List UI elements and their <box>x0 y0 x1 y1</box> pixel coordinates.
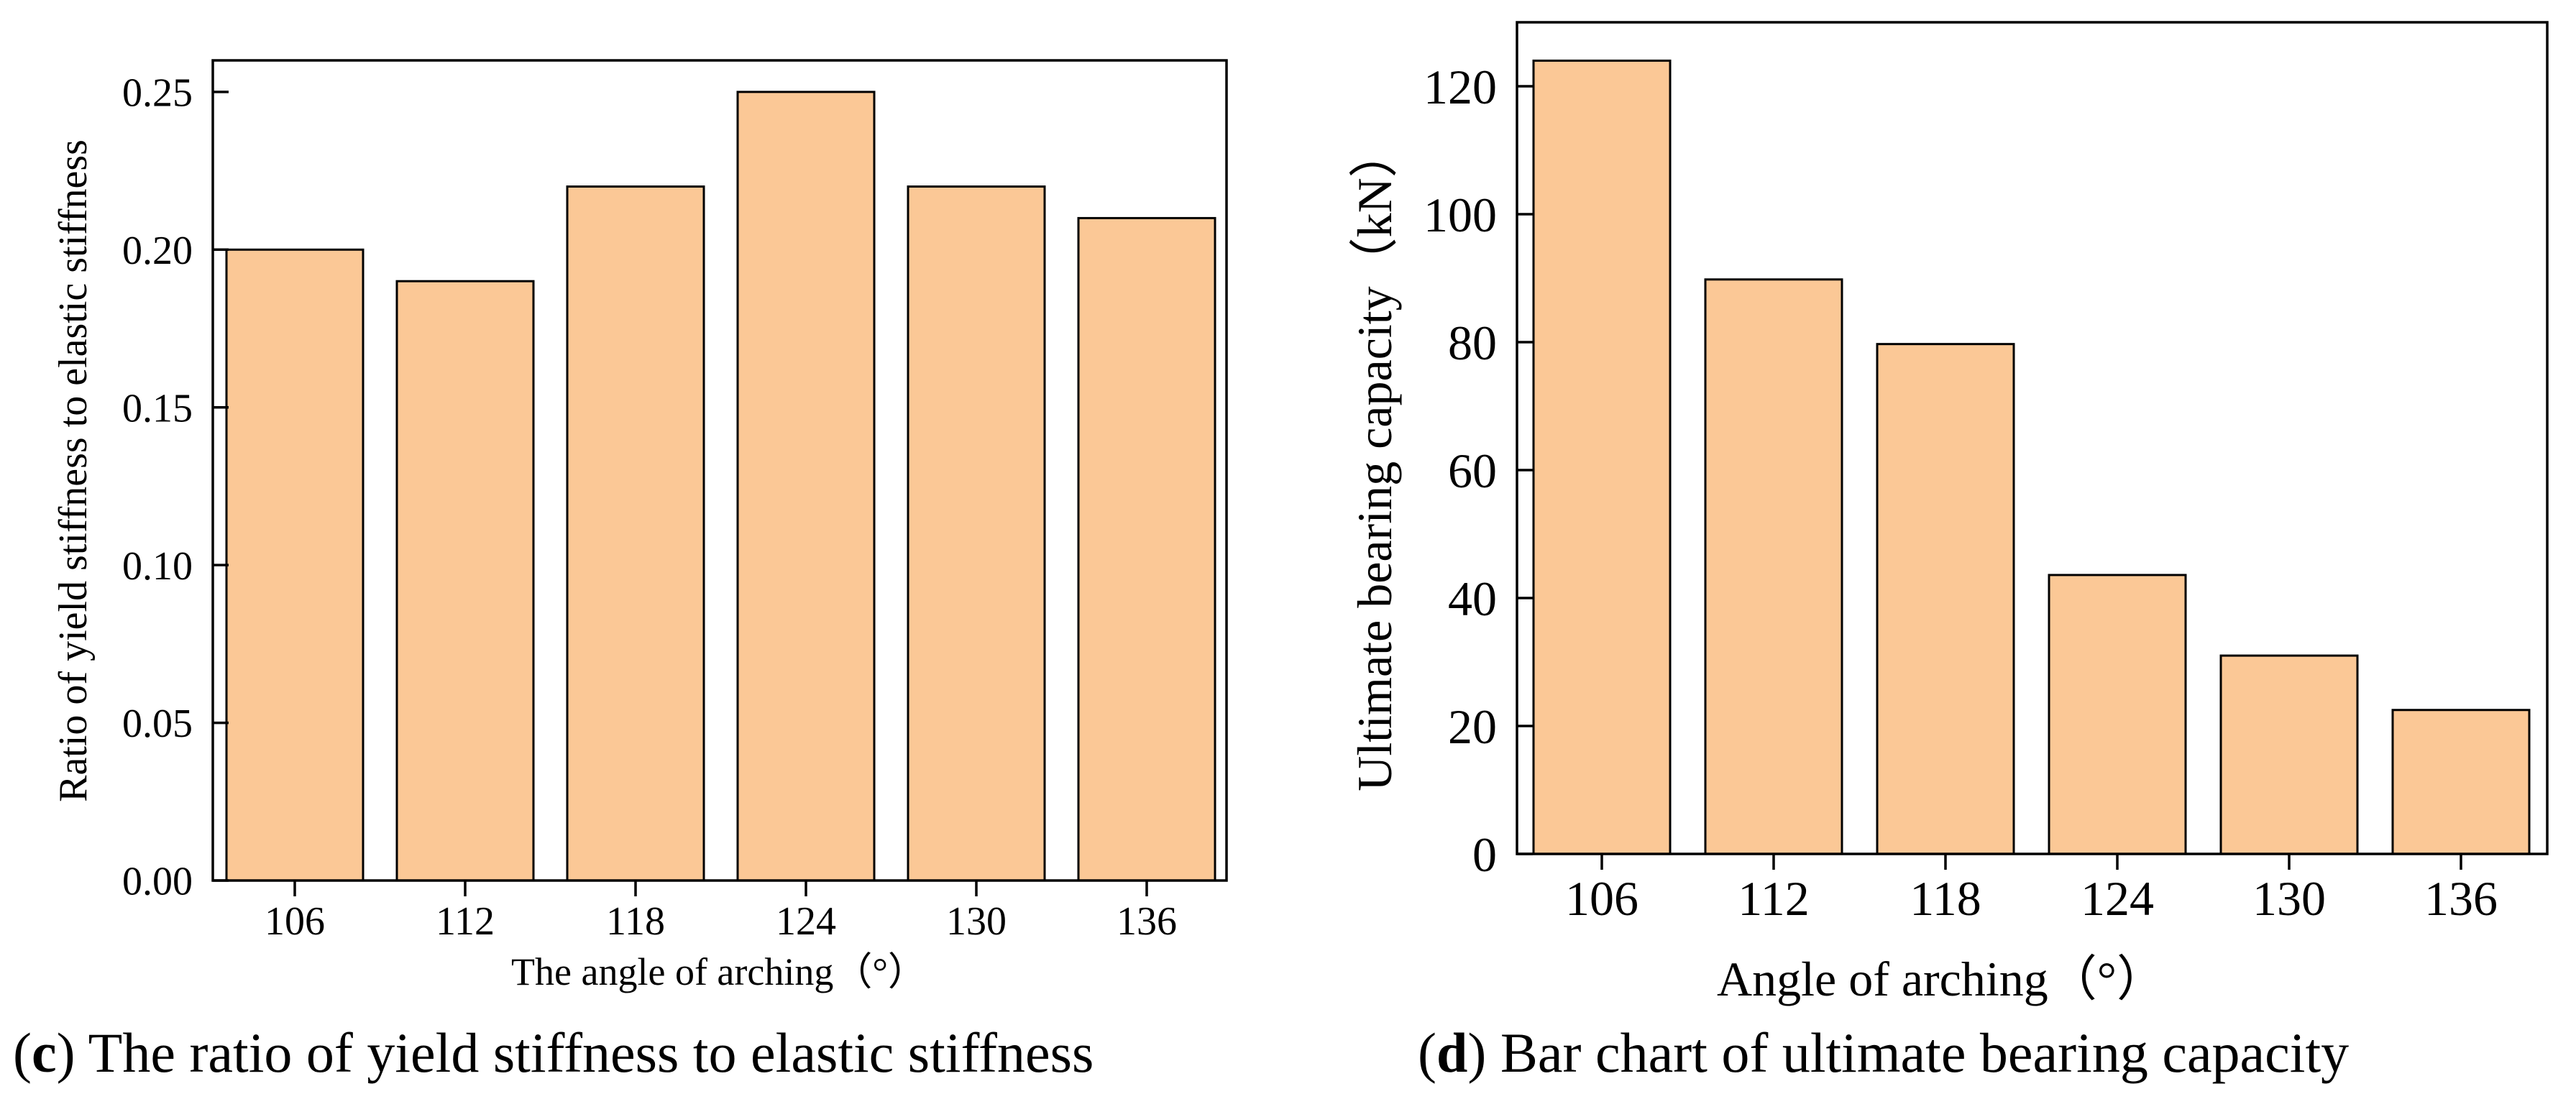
caption-d-text: Bar chart of ultimate bearing capacity <box>1486 1021 2350 1084</box>
y-tick-label-d: 0 <box>1472 827 1497 882</box>
bar-d-112 <box>1704 278 1843 855</box>
bar-d-136 <box>2391 709 2531 855</box>
y-tick-label-c: 0.20 <box>122 229 193 273</box>
bar-d-130 <box>2219 654 2359 855</box>
x-tick-label-d: 112 <box>1738 871 1809 926</box>
y-tick-label-d: 100 <box>1424 188 1497 242</box>
y-tick-label-d: 120 <box>1424 60 1497 114</box>
y-tick-label-c: 0.10 <box>122 544 193 589</box>
x-tick-label-c: 136 <box>1117 899 1177 944</box>
bar-d-118 <box>1876 343 2015 855</box>
caption-d: (d) Bar chart of ultimate bearing capaci… <box>1418 1021 2350 1084</box>
x-tick-label-c: 124 <box>776 899 836 944</box>
y-tick-label-d: 60 <box>1448 443 1497 498</box>
caption-d-letter: d <box>1436 1021 1468 1084</box>
y-axis-label-c: Ratio of yield stiffness to elastic stif… <box>51 139 96 802</box>
chart-d: 0 20 40 60 80 100 120 106 112 118 124 130 136 Angle o… <box>1347 21 2549 1006</box>
bar-c-106 <box>225 248 365 882</box>
bar-c-130 <box>907 185 1046 882</box>
bar-c-112 <box>395 280 535 882</box>
y-tick-label-c: 0.00 <box>122 860 193 904</box>
x-tick-label-d: 130 <box>2252 871 2326 926</box>
x-axis-label-d: Angle of arching（°） <box>1717 952 2165 1006</box>
x-tick-label-c: 112 <box>436 899 495 944</box>
y-tick-label-c: 0.15 <box>122 386 193 431</box>
x-tick-label-d: 124 <box>2081 871 2154 926</box>
y-axis-label-d: Ultimate bearing capacity（kN） <box>1347 129 1402 791</box>
x-tick-label-c: 106 <box>265 899 325 944</box>
x-tick-label-d: 118 <box>1910 871 1981 926</box>
y-tick-label-d: 40 <box>1448 571 1497 626</box>
caption-c-letter: c <box>31 1021 57 1084</box>
bar-d-106 <box>1532 59 1672 855</box>
chart-c: 0.00 0.05 0.10 0.15 0.20 0.25 106 112 118 124 130 1… <box>51 59 1228 993</box>
caption-c-text: The ratio of yield stiffness to elastic … <box>75 1021 1094 1084</box>
plot-frame-c <box>211 59 1228 882</box>
plot-frame-d <box>1516 21 2549 855</box>
y-tick-label-d: 20 <box>1448 699 1497 754</box>
x-tick-label-c: 118 <box>606 899 665 944</box>
y-tick-label-c: 0.25 <box>122 70 193 115</box>
bar-c-124 <box>736 91 876 882</box>
caption-c: (c) The ratio of yield stiffness to elas… <box>13 1021 1094 1084</box>
x-axis-label-c: The angle of arching（°） <box>511 950 927 993</box>
x-tick-label-c: 130 <box>946 899 1007 944</box>
x-tick-label-d: 106 <box>1565 871 1638 926</box>
bar-c-118 <box>566 185 705 882</box>
bar-d-124 <box>2048 574 2187 855</box>
y-tick-label-d: 80 <box>1448 316 1497 370</box>
x-tick-label-d: 136 <box>2424 871 2498 926</box>
y-tick-label-c: 0.05 <box>122 702 193 746</box>
bar-c-136 <box>1077 216 1216 882</box>
